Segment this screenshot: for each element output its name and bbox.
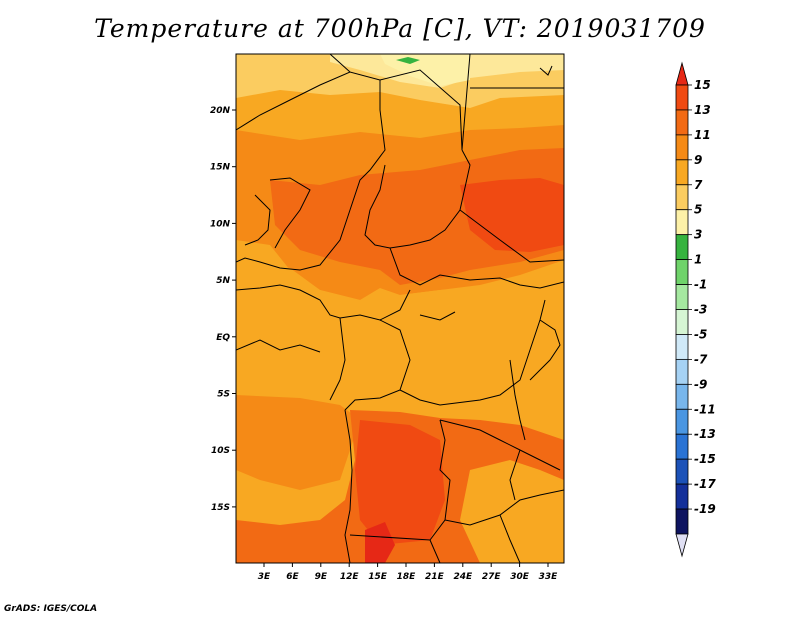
colorbar-label: -3 (694, 303, 707, 317)
plot-frame (235, 53, 565, 564)
political-borders (236, 54, 564, 563)
colorbar-label: 7 (694, 178, 703, 192)
field-coast-10c (236, 395, 360, 490)
colorbar-box (675, 159, 689, 186)
colorbar-label: -7 (694, 352, 708, 366)
colorbar-label: 11 (694, 128, 711, 142)
y-tick-label: 5N (216, 276, 230, 286)
field-angola-12c (355, 420, 445, 545)
colorbar-box (675, 309, 689, 335)
colorbar-label: 15 (694, 78, 711, 92)
field-band-13c-north (460, 178, 564, 252)
colorbar-box (675, 209, 689, 236)
colorbar-box (675, 184, 689, 211)
temperature-field (236, 54, 564, 563)
colorbar-box (675, 433, 689, 460)
colorbar-box (675, 234, 689, 261)
colorbar-box (675, 508, 689, 535)
y-axis: 20N 15N 10N 5N EQ 5S 10S 15S (210, 106, 236, 513)
colorbar-label: 9 (694, 153, 702, 167)
field-band-3c (380, 54, 470, 86)
colorbar-box (675, 284, 689, 310)
colorbar-box (675, 134, 689, 161)
x-tick-label: 21E (425, 572, 445, 582)
x-tick-label: 27E (482, 572, 502, 582)
colorbar-label: -11 (694, 402, 716, 416)
colorbar-box (675, 483, 689, 510)
x-axis: 3E 6E 9E 12E 15E 18E 21E 24E 27E 30E 33E (258, 563, 558, 582)
y-tick-label: 15S (211, 503, 230, 513)
colorbar-label: -17 (694, 477, 716, 491)
colorbar-label: 5 (694, 203, 702, 217)
colorbar-label: 3 (694, 228, 702, 242)
field-congo-9c (236, 260, 564, 420)
colorbar-label: 1 (694, 253, 702, 267)
colorbar-label: -9 (694, 377, 707, 391)
x-tick-label: 15E (368, 572, 388, 582)
x-tick-label: 30E (510, 572, 530, 582)
x-tick-label: 33E (539, 572, 559, 582)
y-tick-label: 10S (211, 446, 230, 456)
colorbar-label: -19 (694, 502, 716, 516)
chart-title: Temperature at 700hPa [C], VT: 201903170… (94, 14, 706, 43)
colorbar-label: -13 (694, 427, 716, 441)
x-tick-label: 24E (453, 572, 473, 582)
colorbar-box (675, 408, 689, 435)
x-tick-label: 3E (258, 572, 271, 582)
y-tick-label: 5S (217, 390, 230, 400)
x-tick-label: 18E (397, 572, 417, 582)
colorbar-top-arrow (675, 61, 689, 86)
y-tick-label: 20N (210, 106, 231, 116)
grads-credit: GrADS: IGES/COLA (4, 604, 98, 614)
x-tick-label: 9E (315, 572, 328, 582)
field-spot-1c (396, 57, 420, 64)
colorbar-label: -1 (694, 278, 707, 292)
colorbar-box (675, 259, 689, 285)
field-hot-spot (365, 522, 395, 563)
colorbar-label: -15 (694, 452, 716, 466)
x-tick-label: 12E (340, 572, 360, 582)
y-tick-label: 15N (210, 163, 231, 173)
colorbar-box (675, 358, 689, 385)
colorbar-box (675, 383, 689, 410)
y-tick-label: 10N (210, 219, 231, 229)
colorbar-label: 13 (694, 103, 711, 117)
colorbar-box (675, 84, 689, 111)
colorbar-label: -5 (694, 327, 707, 341)
x-tick-label: 6E (286, 572, 299, 582)
colorbar-box (675, 458, 689, 485)
colorbar-box (675, 109, 689, 136)
colorbar-box (675, 334, 689, 360)
field-southeast-9c (460, 460, 564, 563)
colorbar: 15 13 11 9 7 5 3 1 -1 -3 -5 -7 -9 -11 -13 -15 -17 -19 (675, 61, 716, 558)
colorbar-bottom-arrow (675, 533, 689, 558)
y-tick-label: EQ (216, 333, 230, 343)
